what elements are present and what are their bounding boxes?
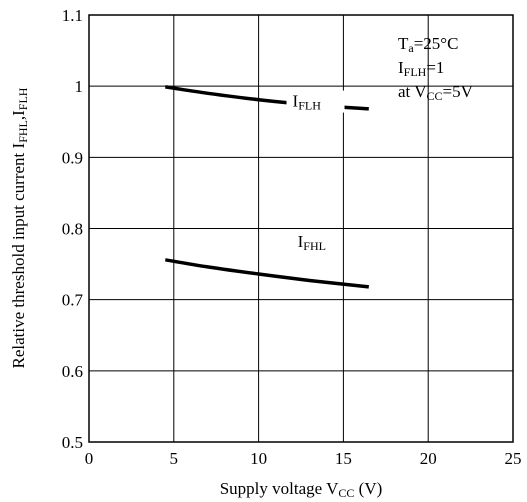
x-axis-label-main: Supply voltage V [220,479,339,498]
x-axis-label: Supply voltage VCC (V) [220,479,383,500]
series-label-flh: IFLH [293,92,322,113]
y-tick-label-2: 0.7 [62,291,84,310]
y-tick-label-4: 0.9 [62,148,83,167]
x-tick-label-1: 5 [170,449,179,468]
series-line-fhl [165,258,369,289]
y-tick-labels: 0.5 0.6 0.7 0.8 0.9 1 1.1 [62,6,84,452]
x-tick-labels: 0 5 10 15 20 25 [85,449,522,468]
y-tick-label-3: 0.8 [62,220,83,239]
plot-frame [88,14,514,443]
y-tick-label-5: 1 [75,77,84,96]
series-label-fhl: IFHL [298,232,326,253]
y-axis-label: Relative threshold input current IFHL,IF… [9,87,30,368]
x-tick-label-0: 0 [85,449,94,468]
y-tick-label-6: 1.1 [62,6,83,25]
series-label-bg-flh [286,90,345,113]
condition-line-0: Ta=25°C [398,34,458,55]
y-tick-label-0: 0.5 [62,433,83,452]
grid [89,15,513,442]
x-tick-label-4: 20 [420,449,437,468]
x-tick-label-3: 15 [335,449,352,468]
x-tick-label-5: 25 [505,449,522,468]
y-axis-label-main: Relative threshold input current I [9,142,28,368]
y-axis-label-sub2: FLH [16,87,30,110]
x-axis-label-sub: CC [338,486,354,500]
y-axis-label-mid: ,I [9,110,28,120]
y-axis-label-sub1: FHL [16,120,30,143]
condition-line-2: at VCC=5V [398,82,474,103]
condition-line-1: IFLH=1 [398,58,444,79]
x-tick-label-2: 10 [250,449,267,468]
x-axis-label-tail: (V) [354,479,382,498]
series-group [165,85,369,289]
conditions-annotation: Ta=25°C IFLH=1 at VCC=5V [398,34,474,103]
y-tick-label-1: 0.6 [62,362,83,381]
series-labels: IFLH IFHL [286,90,345,253]
